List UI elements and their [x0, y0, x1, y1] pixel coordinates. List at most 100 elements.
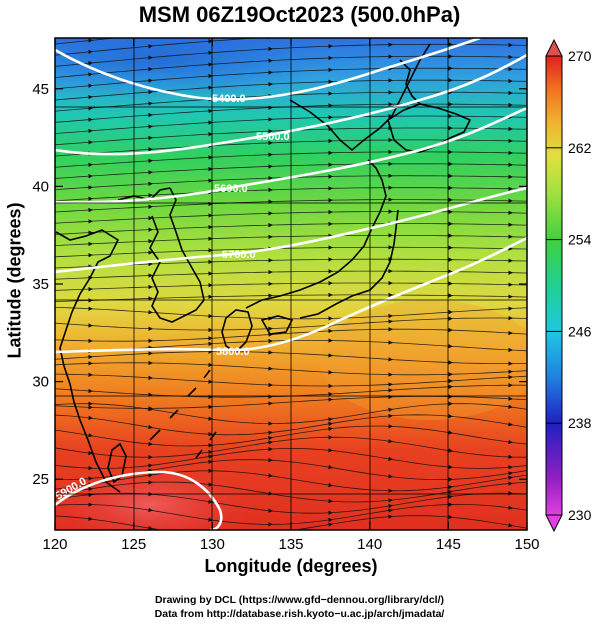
streamline-arrow	[328, 103, 333, 108]
streamline-arrow	[88, 298, 93, 303]
streamline-arrow	[88, 162, 93, 168]
streamline-arrow	[328, 522, 333, 527]
streamline-arrow	[148, 296, 153, 301]
streamline-arrow	[388, 245, 393, 250]
coastlines	[55, 43, 472, 493]
streamline-arrow	[508, 491, 513, 496]
streamline-arrow	[208, 73, 213, 79]
streamline-arrow	[448, 173, 453, 179]
streamline-arrow	[328, 391, 333, 397]
streamline-arrow	[208, 313, 213, 319]
streamline-arrow	[208, 85, 213, 90]
streamline-arrow	[208, 468, 213, 474]
streamline-arrow	[148, 525, 153, 530]
streamline-arrow	[328, 269, 333, 274]
streamline-arrow	[88, 38, 93, 43]
x-tick-label: 150	[514, 536, 539, 553]
streamline-arrow	[208, 132, 213, 137]
streamline-arrow	[388, 407, 393, 413]
streamline-arrow	[208, 27, 213, 31]
streamline-arrow	[388, 292, 393, 298]
colorbar-bar	[545, 55, 563, 516]
chart-title: MSM 06Z19Oct2023 (500.0hPa)	[138, 2, 461, 27]
streamline-arrow	[448, 464, 453, 470]
streamline-arrow	[328, 517, 333, 523]
streamline-arrow	[508, 186, 513, 191]
streamline-arrow	[88, 361, 93, 366]
streamline-arrow	[508, 90, 513, 96]
korea-coast	[149, 187, 205, 323]
streamline-arrow	[508, 422, 513, 427]
streamline-arrow	[508, 475, 513, 480]
streamline-arrow	[88, 94, 93, 100]
streamline-arrow	[388, 313, 393, 319]
streamline-arrow	[508, 294, 513, 299]
streamline-arrow	[148, 33, 153, 37]
streamline-arrow	[508, 174, 513, 179]
streamline-arrow	[208, 517, 213, 522]
contour-5800	[55, 236, 527, 354]
streamline-arrow	[148, 101, 153, 106]
streamline-arrow	[148, 181, 153, 187]
streamline-arrow	[508, 210, 513, 215]
y-axis-label: Latitude (degrees)	[4, 202, 25, 359]
streamline-arrow	[148, 78, 153, 83]
streamline-arrow	[88, 61, 93, 66]
streamline-arrow	[448, 185, 453, 191]
streamline-arrow	[88, 219, 93, 224]
streamline-arrow	[208, 248, 213, 253]
streamline-arrow	[328, 328, 333, 334]
streamline	[55, 515, 527, 530]
streamline-arrow	[388, 424, 393, 429]
streamline-arrow	[448, 257, 453, 262]
streamline-arrow	[508, 78, 513, 84]
streamline-arrow	[88, 207, 93, 213]
streamline-arrow	[148, 310, 153, 315]
streamline-arrow	[88, 502, 93, 507]
streamline-arrow	[448, 149, 453, 155]
streamline-arrow	[448, 125, 453, 131]
streamline-arrow	[328, 138, 333, 144]
streamline-arrow	[148, 67, 153, 72]
streamline-arrow	[448, 18, 453, 22]
x-tick-label: 125	[121, 536, 146, 553]
streamline-arrow	[208, 50, 213, 56]
streamline-arrow	[88, 128, 93, 134]
streamline-arrow	[148, 227, 153, 232]
streamline-arrow	[388, 488, 393, 493]
china-coast	[55, 229, 121, 493]
streamline-arrow	[148, 284, 153, 290]
streamline-arrow	[508, 42, 513, 48]
streamline-arrow	[448, 209, 453, 214]
streamline-arrow	[448, 378, 453, 384]
streamline-arrow	[448, 413, 453, 419]
y-tick-label: 30	[32, 374, 49, 391]
streamline-arrow	[88, 286, 93, 292]
streamline-arrow	[508, 454, 513, 460]
streamline-arrow	[328, 209, 333, 215]
streamline-arrow	[508, 126, 513, 132]
contour-5600	[55, 106, 527, 204]
streamline-arrow	[268, 58, 273, 63]
streamline-arrow	[388, 173, 393, 178]
contour-label-5600: 5600.0	[214, 183, 248, 195]
streamline-arrow	[328, 198, 333, 203]
streamline-arrow	[148, 406, 153, 412]
streamline-arrow	[268, 129, 273, 134]
streamline-arrow	[148, 204, 153, 209]
streamline-arrow	[448, 197, 453, 203]
streamline-arrow	[448, 113, 453, 119]
y-tick-label: 35	[32, 276, 49, 293]
streamline-arrow	[388, 388, 393, 393]
streamline-arrow	[448, 494, 453, 499]
contour-label-5400: 5400.0	[212, 93, 246, 105]
streamline-arrow	[388, 161, 393, 167]
contour-5500	[55, 53, 527, 156]
streamline-arrow	[328, 421, 333, 427]
streamline-arrow	[148, 158, 153, 164]
streamline-arrow	[268, 175, 273, 181]
streamline-arrow	[448, 343, 453, 349]
streamline-arrow	[508, 369, 513, 374]
streamline-arrow	[448, 477, 453, 482]
